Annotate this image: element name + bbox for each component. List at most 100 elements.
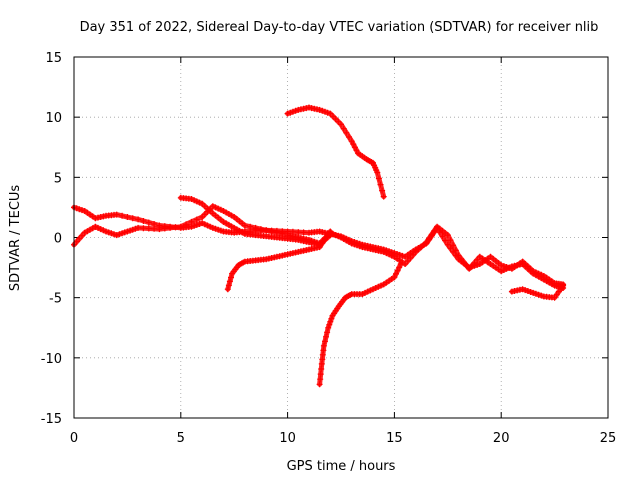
data-point [140,225,147,232]
data-point [447,237,454,244]
data-point [317,371,324,378]
data-point [225,282,232,289]
data-point [295,229,302,236]
data-point [226,278,233,285]
data-point [209,203,216,210]
data-point [535,291,542,298]
data-point [196,199,203,206]
data-point [388,252,395,259]
data-point [346,134,352,140]
data-point [460,259,467,266]
data-point [129,215,136,222]
data-point [79,207,85,214]
data-point [439,233,446,240]
data-point [284,110,291,117]
data-point [343,129,350,136]
series-arc-d [224,228,334,293]
data-point [380,248,387,255]
data-point [452,247,459,254]
y-tick-label: 10 [45,111,62,126]
y-tick-label: 0 [54,232,62,247]
x-tick-label: 15 [386,431,403,446]
data-point [268,228,275,235]
data-point [522,287,529,294]
data-point [247,223,254,230]
x-axis-label: GPS time / hours [287,459,396,474]
data-point [377,181,384,188]
data-point [519,286,526,293]
data-point [354,242,360,249]
data-point [297,106,304,113]
data-point [129,226,136,233]
data-point [532,290,539,297]
data-point [103,228,109,235]
x-tick-label: 0 [70,431,78,446]
data-point [397,261,404,267]
data-point [340,125,347,132]
data-point [317,376,324,383]
data-point [324,109,331,116]
data-point [316,381,323,388]
data-point [316,244,323,251]
data-point [394,267,401,274]
data-point [161,225,168,232]
grid [74,57,608,418]
y-tick-label: -5 [49,292,62,307]
series-arc-f [316,261,404,388]
data-point [241,222,248,229]
data-point [383,250,390,257]
data-point [553,291,560,298]
data-point [378,282,384,289]
data-point [292,107,299,114]
data-point [209,224,216,231]
data-points [71,104,567,388]
data-point [188,196,195,202]
data-point [116,231,123,238]
data-point [393,270,399,277]
y-axis-label: SDTVAR / TECUs [8,185,23,292]
data-point [76,206,83,213]
data-point [325,324,332,331]
data-point [97,226,104,233]
data-point [506,264,513,271]
x-tick-label: 10 [279,431,296,446]
data-point [289,108,296,115]
data-point [396,264,403,271]
data-point [375,175,382,182]
data-point [204,222,211,229]
data-point [362,289,368,296]
data-point [228,274,234,281]
x-tick-label: 5 [177,431,185,446]
data-point [560,282,567,289]
data-point [468,262,475,269]
x-tick-labels: 0 5 10 15 20 25 [70,431,616,446]
data-point [300,229,307,236]
data-point [73,238,80,245]
data-point [145,225,152,232]
data-point [151,225,158,232]
data-point [215,205,222,212]
data-point [201,211,208,218]
data-point [338,121,344,128]
data-point [196,221,203,227]
data-point [319,240,326,247]
data-point [201,221,208,228]
plot-frame [73,56,609,419]
data-point [105,229,112,236]
data-point [132,225,139,232]
data-point [212,204,219,211]
data-point [263,227,270,234]
series-arc-g [508,282,567,301]
data-point [311,105,318,112]
data-point [113,211,120,218]
data-point [193,216,200,223]
data-point [498,268,505,275]
data-point [350,141,357,148]
data-point [391,274,398,281]
data-point [327,110,334,117]
x-tick-label: 20 [493,431,510,446]
data-point [188,218,195,225]
data-point [124,214,131,220]
chart-title: Day 351 of 2022, Sidereal Day-to-day VTE… [80,20,599,35]
